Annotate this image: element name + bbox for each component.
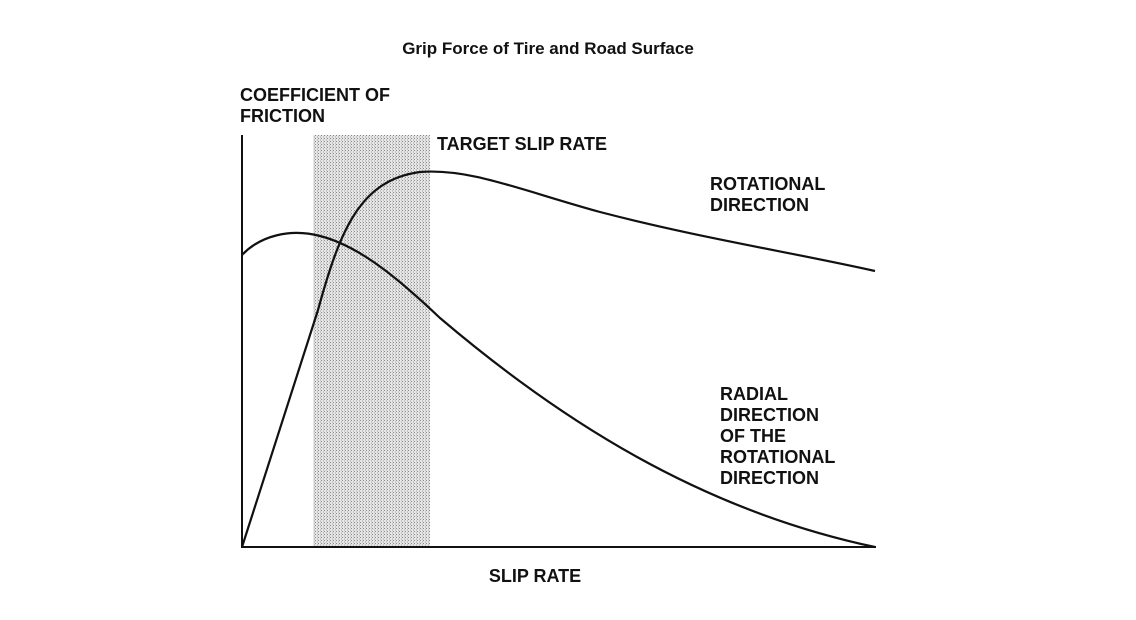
- title: Grip Force of Tire and Road Surface: [402, 39, 694, 58]
- curve-label: RADIAL: [720, 384, 788, 404]
- curve-label: OF THE: [720, 426, 786, 446]
- y-axis-label: COEFFICIENT OF: [240, 85, 390, 105]
- curve-label: DIRECTION: [710, 195, 809, 215]
- curve-label: DIRECTION: [720, 468, 819, 488]
- x-axis-label: SLIP RATE: [489, 566, 581, 586]
- radial-curve: [241, 231, 876, 549]
- y-axis-label: FRICTION: [240, 106, 325, 126]
- target-band: [313, 135, 430, 547]
- rotational-curve: [240, 170, 876, 548]
- curve-label: DIRECTION: [720, 405, 819, 425]
- curve-label: ROTATIONAL: [720, 447, 835, 467]
- band-label: TARGET SLIP RATE: [437, 134, 607, 154]
- curve-label: ROTATIONAL: [710, 174, 825, 194]
